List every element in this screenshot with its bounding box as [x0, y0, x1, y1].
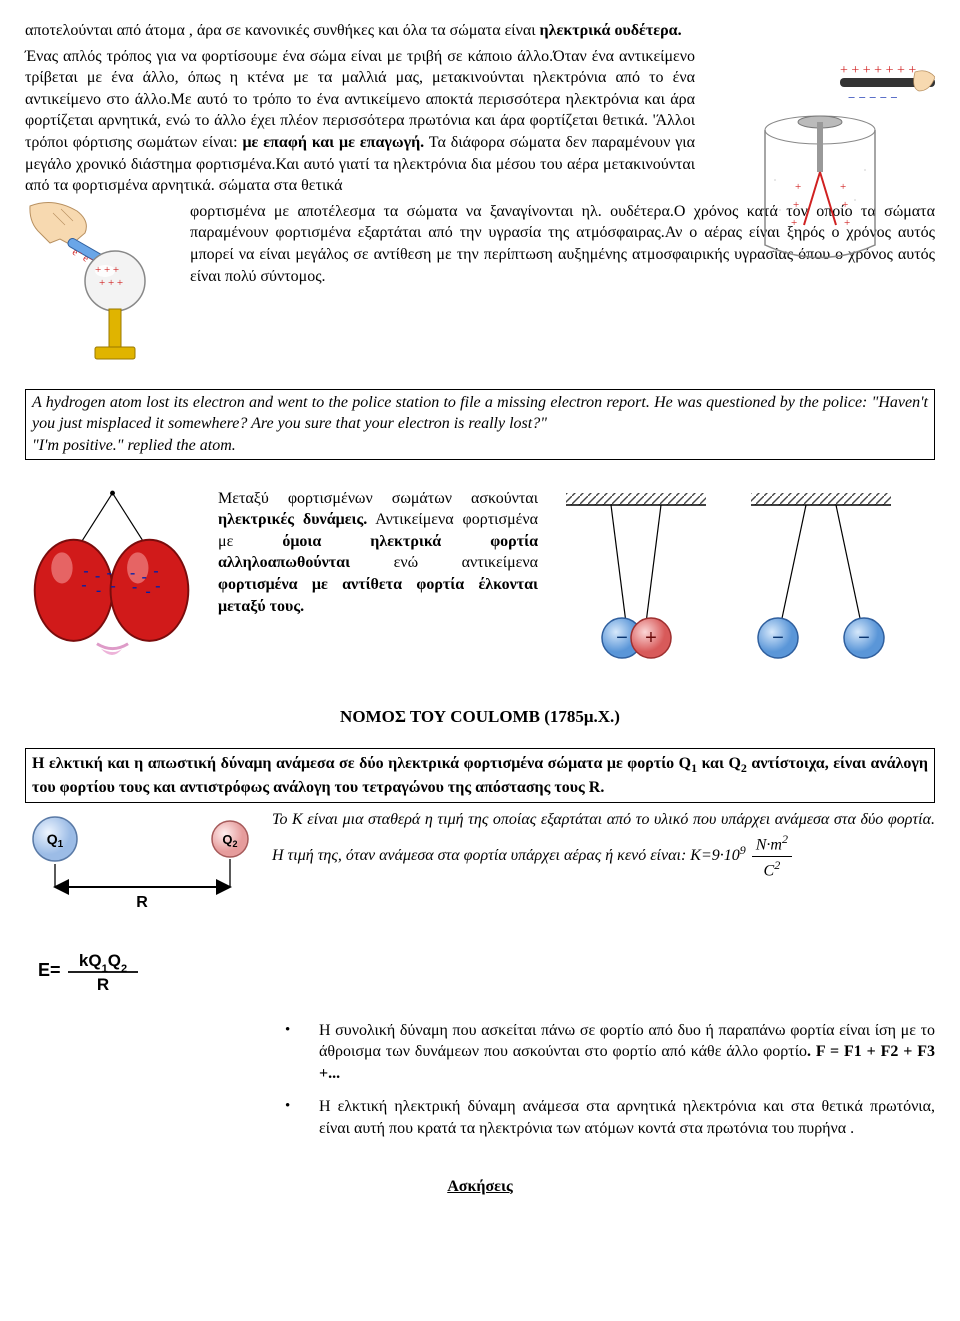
svg-text:-: - — [132, 578, 137, 595]
svg-text:-: - — [146, 583, 151, 600]
unit-num: N·m — [756, 836, 782, 853]
exercises-heading: Ασκήσεις — [25, 1176, 935, 1198]
svg-text:− − − − −: − − − − − — [848, 90, 898, 105]
charges-figure: Q1 Q2 R — [25, 809, 260, 919]
coulomb-detail: Q1 Q2 R E= kQ1Q2 R Το Κ είναι μια σταθερ… — [25, 809, 935, 1005]
minus-icon: − — [772, 627, 784, 649]
text: αποτελούνται από άτομα , άρα σε κανονικέ… — [25, 22, 540, 39]
plus-icon: + — [645, 627, 657, 649]
svg-text:+: + — [840, 181, 846, 193]
svg-text:-: - — [155, 577, 160, 594]
electroscope-figure: + + + + + + + − − − − − + + + + + + — [720, 60, 935, 280]
forces-text: Μεταξύ φορτισμένων σωμάτων ασκούνται ηλε… — [218, 488, 538, 618]
text: Το Κ είναι μια σταθερά η τιμή της οποίας… — [272, 811, 935, 864]
svg-text:+: + — [791, 217, 797, 229]
intro-para-1: αποτελούνται από άτομα , άρα σε κανονικέ… — [25, 20, 935, 42]
unit-num-exp: 2 — [782, 832, 788, 846]
r-label: R — [136, 894, 148, 911]
coulomb-constant-text: Το Κ είναι μια σταθερά η τιμή της οποίας… — [272, 809, 935, 881]
formula-sub2: 2 — [121, 963, 127, 975]
q1-label: Q — [47, 831, 58, 847]
svg-text:+: + — [844, 217, 850, 229]
formula-num: kQ — [79, 951, 102, 970]
formula-num2: Q — [108, 951, 121, 970]
svg-text:+ + + + + + +: + + + + + + + — [840, 63, 916, 78]
text: ενώ αντικείμενα — [350, 554, 538, 571]
q1-sub: 1 — [58, 839, 64, 850]
svg-text:+: + — [795, 181, 801, 193]
formula-figure: E= kQ1Q2 R — [33, 944, 173, 999]
q2-sub: 2 — [233, 839, 238, 849]
unit-den: C — [764, 862, 775, 879]
svg-text:-: - — [111, 577, 116, 594]
text-bold: ηλεκτρικές δυνάμεις. — [218, 511, 367, 528]
svg-text:-: - — [81, 576, 86, 593]
balloons-figure: ------------ — [25, 488, 200, 678]
text: Η ελκτική ηλεκτρική δύναμη ανάμεσα στα α… — [319, 1096, 935, 1139]
minus-icon: − — [858, 627, 870, 649]
unit-den-exp: 2 — [774, 858, 780, 872]
bullet-list: • Η συνολική δύναμη που ασκείται πάνω σε… — [25, 1020, 935, 1140]
svg-text:-: - — [96, 582, 101, 599]
joke-line-2: "I'm positive." replied the atom. — [32, 435, 928, 457]
text-bold: με επαφή και με επαγωγή. — [242, 134, 424, 151]
superscript: 9 — [740, 843, 746, 857]
svg-text:+: + — [842, 199, 848, 211]
text-bold: φορτισμένα με αντίθετα φορτία έλκονται μ… — [218, 576, 538, 615]
coulomb-law-box: Η ελκτική και η απωστική δύναμη ανάμεσα … — [25, 748, 935, 803]
q2-label: Q — [222, 832, 232, 847]
formula-den: R — [97, 975, 109, 994]
svg-text:+ + +: + + + — [95, 264, 119, 276]
intro-para-2: Ένας απλός τρόπος για να φορτίσουμε ένα … — [25, 46, 695, 197]
bullet-icon: • — [275, 1096, 319, 1139]
svg-text:+: + — [793, 199, 799, 211]
bullet-item-2: • Η ελκτική ηλεκτρική δύναμη ανάμεσα στα… — [25, 1096, 935, 1139]
joke-line-1: A hydrogen atom lost its electron and we… — [32, 392, 928, 435]
minus-icon: − — [616, 627, 628, 649]
text-bold: ηλεκτρικά ουδέτερα. — [540, 22, 682, 39]
forces-section: ------------ Μεταξύ φορτισμένων σωμάτων … — [25, 488, 935, 678]
text: και Q — [697, 755, 741, 772]
intro-section: + + + + + + + − − − − − + + + + + + αποτ… — [25, 20, 935, 371]
bullet-item-1: • Η συνολική δύναμη που ασκείται πάνω σε… — [275, 1020, 935, 1085]
friction-figure: e⁻ e⁻ + + + + + + — [25, 201, 180, 371]
text: Μεταξύ φορτισμένων σωμάτων ασκούνται — [218, 490, 538, 507]
joke-box: A hydrogen atom lost its electron and we… — [25, 389, 935, 460]
coulomb-heading: ΝΟΜΟΣ ΤΟΥ COULOMB (1785μ.Χ.) — [25, 706, 935, 729]
pendulums-figure: − + − − — [556, 488, 906, 663]
formula-e: E= — [38, 960, 61, 980]
bullet-icon: • — [275, 1020, 319, 1085]
units-fraction: N·m2 C2 — [752, 831, 792, 882]
text: Η ελκτική και η απωστική δύναμη ανάμεσα … — [32, 755, 691, 772]
svg-text:+ + +: + + + — [99, 277, 123, 289]
